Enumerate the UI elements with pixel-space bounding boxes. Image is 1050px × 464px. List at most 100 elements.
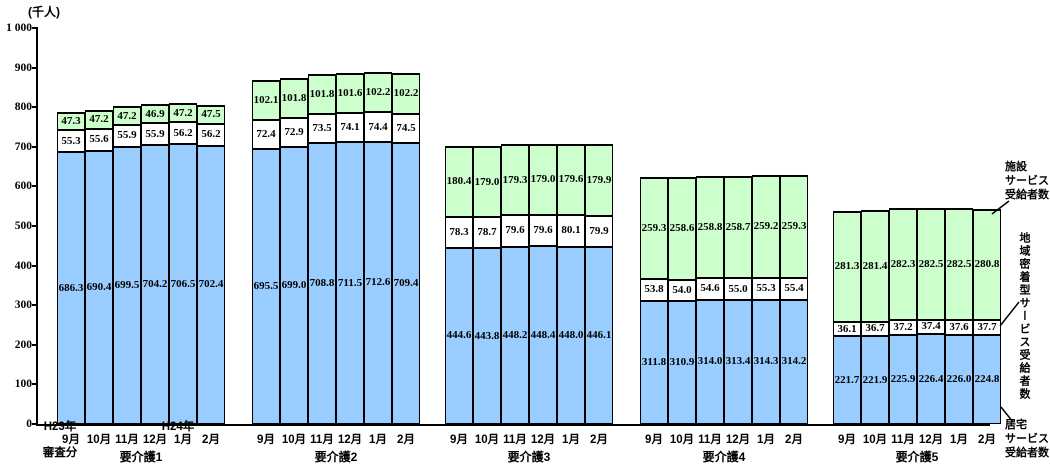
bar-value-label: 282.5 — [918, 257, 944, 270]
y-axis-tick-label: 0 — [26, 418, 32, 430]
x-axis-month-label: 12月 — [337, 434, 363, 446]
bar-value-label: 54.6 — [700, 282, 720, 295]
x-axis-group-label: 要介護1 — [119, 450, 163, 464]
bar-value-label: 711.5 — [337, 276, 363, 289]
bar-segment-community: 73.5 — [308, 114, 336, 144]
bar-segment-facility: 179.0 — [473, 146, 501, 218]
bar-value-label: 444.6 — [446, 329, 472, 342]
bar-segment-home: 448.2 — [501, 246, 529, 424]
bar-value-label: 179.3 — [502, 173, 528, 186]
bar-segment-facility: 179.0 — [529, 144, 557, 215]
bar-value-label: 704.2 — [142, 278, 168, 291]
bar-value-label: 224.8 — [974, 372, 1000, 385]
bar-segment-home: 709.4 — [392, 143, 420, 424]
x-axis-month-label: 10月 — [281, 434, 307, 446]
bar-segment-facility: 47.2 — [85, 109, 113, 129]
x-axis-month-label: 9月 — [62, 434, 80, 446]
bar-segment-community: 55.0 — [724, 278, 752, 300]
bar-value-label: 80.1 — [561, 224, 581, 237]
bar-segment-facility: 101.8 — [280, 78, 308, 119]
bar-segment-community: 37.7 — [973, 320, 1001, 335]
bar-value-label: 259.2 — [753, 220, 779, 233]
bar-segment-facility: 281.3 — [833, 210, 861, 322]
y-axis-tick — [32, 66, 38, 69]
bar-segment-community: 55.4 — [780, 277, 808, 300]
x-axis-month-label: 2月 — [978, 434, 996, 446]
bar-segment-community: 37.2 — [889, 319, 917, 335]
bar-value-label: 47.3 — [61, 114, 81, 127]
bar-segment-community: 72.9 — [280, 118, 308, 148]
bar-segment-facility: 47.2 — [169, 103, 197, 122]
bar-segment-community: 37.4 — [917, 319, 945, 335]
bar-segment-home: 225.9 — [889, 334, 917, 424]
bar-segment-home: 448.0 — [557, 246, 585, 424]
bar-value-label: 221.9 — [862, 373, 888, 386]
bar-value-label: 259.3 — [781, 220, 807, 233]
bar-value-label: 102.2 — [393, 87, 419, 100]
bar-segment-facility: 259.2 — [752, 175, 780, 278]
x-axis-group-label: 要介護4 — [702, 450, 746, 464]
bar-value-label: 72.4 — [256, 127, 276, 140]
bar-segment-home: 446.1 — [585, 247, 613, 424]
bar-value-label: 226.4 — [918, 372, 944, 385]
bar-segment-community: 37.6 — [945, 319, 973, 335]
x-axis-month-label: 2月 — [397, 434, 415, 446]
bar-segment-community: 55.3 — [57, 130, 85, 153]
bar-value-label: 258.7 — [725, 220, 751, 233]
x-axis-era-h24: H24年 — [161, 421, 195, 433]
x-axis-month-label: 10月 — [474, 434, 500, 446]
bar-value-label: 37.2 — [893, 320, 913, 333]
bar-segment-community: 74.5 — [392, 113, 420, 144]
legend-home-line3: 受給者数 — [1005, 447, 1049, 459]
x-axis-group-label: 要介護3 — [507, 450, 551, 464]
legend-facility-line1: 施設 — [1005, 161, 1027, 173]
y-axis-tick-label: 400 — [14, 259, 32, 272]
bar-segment-facility: 281.4 — [861, 210, 889, 322]
bar-segment-community: 74.4 — [364, 112, 392, 142]
bar-value-label: 179.9 — [586, 174, 612, 187]
bar-value-label: 221.7 — [834, 373, 860, 386]
bar-value-label: 102.1 — [253, 93, 279, 106]
bar-value-label: 258.6 — [669, 222, 695, 235]
bar-segment-home: 711.5 — [336, 142, 364, 424]
bar-segment-home: 314.3 — [752, 299, 780, 424]
bar-segment-home: 310.9 — [668, 300, 696, 424]
bar-value-label: 53.8 — [644, 283, 664, 296]
y-axis-tick-label: 500 — [14, 220, 32, 232]
bar-segment-home: 444.6 — [445, 247, 473, 424]
bar-segment-home: 704.2 — [141, 145, 169, 424]
y-axis-tick-label: 800 — [14, 101, 32, 114]
y-axis-tick — [32, 264, 38, 267]
bar-segment-facility: 282.3 — [889, 208, 917, 320]
bar-value-label: 73.5 — [312, 122, 332, 135]
x-axis-month-label: 1月 — [757, 434, 775, 446]
x-axis-month-label: 1月 — [562, 434, 580, 446]
bar-segment-home: 226.0 — [945, 334, 973, 424]
bar-value-label: 74.4 — [368, 120, 388, 133]
bar-value-label: 78.3 — [449, 225, 469, 238]
bar-segment-home: 226.4 — [917, 334, 945, 424]
x-axis-month-label: 12月 — [725, 434, 751, 446]
bar-segment-community: 53.8 — [640, 279, 668, 301]
bar-value-label: 448.0 — [558, 328, 584, 341]
bar-segment-home: 313.4 — [724, 299, 752, 424]
bar-value-label: 448.4 — [530, 328, 556, 341]
bar-value-label: 37.4 — [921, 320, 941, 333]
bar-value-label: 37.7 — [977, 321, 997, 334]
x-axis-month-label: 12月 — [918, 434, 944, 446]
y-axis-tick — [32, 304, 38, 307]
bar-value-label: 180.4 — [446, 175, 472, 188]
bar-value-label: 281.3 — [834, 260, 860, 273]
bar-segment-facility: 101.6 — [336, 72, 364, 113]
legend-facility: 施設 サービス 受給者数 — [1005, 160, 1049, 202]
bar-segment-community: 72.4 — [252, 119, 280, 149]
bar-value-label: 101.8 — [309, 88, 335, 101]
bar-segment-home: 699.0 — [280, 147, 308, 424]
bar-value-label: 47.2 — [173, 106, 193, 119]
bar-value-label: 79.6 — [533, 224, 553, 237]
bar-value-label: 37.6 — [949, 320, 969, 333]
x-axis-month-label: 1月 — [174, 434, 192, 446]
bar-segment-community: 36.7 — [861, 321, 889, 337]
x-axis-month-label: 12月 — [142, 434, 168, 446]
bar-value-label: 101.6 — [337, 86, 363, 99]
